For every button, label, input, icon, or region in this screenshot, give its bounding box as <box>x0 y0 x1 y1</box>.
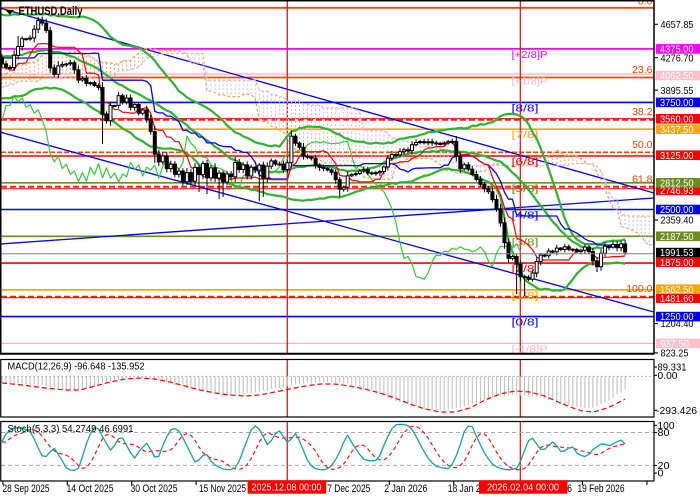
svg-text:[6/8]: [6/8] <box>512 156 539 168</box>
svg-text:MACD(12,26,9) -96.648 -135.952: MACD(12,26,9) -96.648 -135.952 <box>8 362 145 373</box>
svg-text:89.331: 89.331 <box>658 362 687 374</box>
svg-text:3750.00: 3750.00 <box>660 97 694 109</box>
svg-text:2187.50: 2187.50 <box>660 231 694 243</box>
svg-text:4276.70: 4276.70 <box>661 52 694 64</box>
svg-text:61.8: 61.8 <box>632 173 653 185</box>
svg-text:2359.40: 2359.40 <box>661 215 694 227</box>
svg-text:1875.00: 1875.00 <box>660 257 694 269</box>
svg-text:-293.426: -293.426 <box>656 405 697 417</box>
svg-text:2025.12.08 00:00: 2025.12.08 00:00 <box>252 483 322 494</box>
svg-text:[-1/8]P: [-1/8]P <box>512 343 548 355</box>
svg-text:1562.50: 1562.50 <box>660 284 694 296</box>
svg-text:7 Dec 2025: 7 Dec 2025 <box>327 483 370 495</box>
svg-text:[0/8]: [0/8] <box>512 317 539 329</box>
svg-text:2812.50: 2812.50 <box>660 177 694 189</box>
svg-text:4062.50: 4062.50 <box>660 70 694 82</box>
svg-text:100: 100 <box>658 420 675 432</box>
svg-text:30 Oct 2025: 30 Oct 2025 <box>131 483 178 495</box>
svg-text:3560.00: 3560.00 <box>660 113 694 125</box>
svg-text:1991.53: 1991.53 <box>660 247 694 259</box>
svg-text:100.0: 100.0 <box>626 283 652 295</box>
svg-text:50.0: 50.0 <box>632 139 653 151</box>
svg-text:3125.00: 3125.00 <box>660 150 694 162</box>
svg-text:80: 80 <box>658 427 670 439</box>
svg-text:38.2: 38.2 <box>632 106 653 118</box>
svg-text:2500.00: 2500.00 <box>660 204 694 216</box>
svg-text:823.25: 823.25 <box>661 348 689 360</box>
svg-text:1250.00: 1250.00 <box>660 311 694 323</box>
svg-text:3437.50: 3437.50 <box>660 124 694 136</box>
svg-text:Stoch(5,3,3) 54.2749 46.6991: Stoch(5,3,3) 54.2749 46.6991 <box>8 424 134 435</box>
svg-text:3895.55: 3895.55 <box>661 85 694 97</box>
svg-text:2026.02.04 00:00: 2026.02.04 00:00 <box>487 483 559 494</box>
svg-text:15 Nov 2025: 15 Nov 2025 <box>199 483 246 495</box>
svg-text:0.00: 0.00 <box>658 370 678 382</box>
svg-text:28 Sep 2025: 28 Sep 2025 <box>3 483 50 495</box>
svg-text:20: 20 <box>658 460 670 472</box>
svg-text:14 Oct 2025: 14 Oct 2025 <box>67 483 114 495</box>
svg-text:2 Jan 2026: 2 Jan 2026 <box>384 483 427 495</box>
svg-text:2746.93: 2746.93 <box>660 185 694 197</box>
svg-text:19 Feb 2026: 19 Feb 2026 <box>578 483 625 495</box>
svg-text:[+2/8]P: [+2/8]P <box>512 49 548 61</box>
svg-text:0: 0 <box>658 468 664 480</box>
svg-text:4375.00: 4375.00 <box>660 44 694 56</box>
svg-text:4657.85: 4657.85 <box>661 19 694 31</box>
svg-text:23.6: 23.6 <box>632 64 653 76</box>
svg-text:[5/8]: [5/8] <box>512 183 539 195</box>
svg-text:ETHUSD,Daily: ETHUSD,Daily <box>19 6 83 18</box>
svg-text:0.0: 0.0 <box>638 0 653 7</box>
svg-text:[+1/8]P: [+1/8]P <box>512 76 548 88</box>
svg-text:1481.60: 1481.60 <box>660 293 694 305</box>
svg-text:937.50: 937.50 <box>660 338 689 350</box>
svg-text:[8/8]: [8/8] <box>512 102 539 114</box>
